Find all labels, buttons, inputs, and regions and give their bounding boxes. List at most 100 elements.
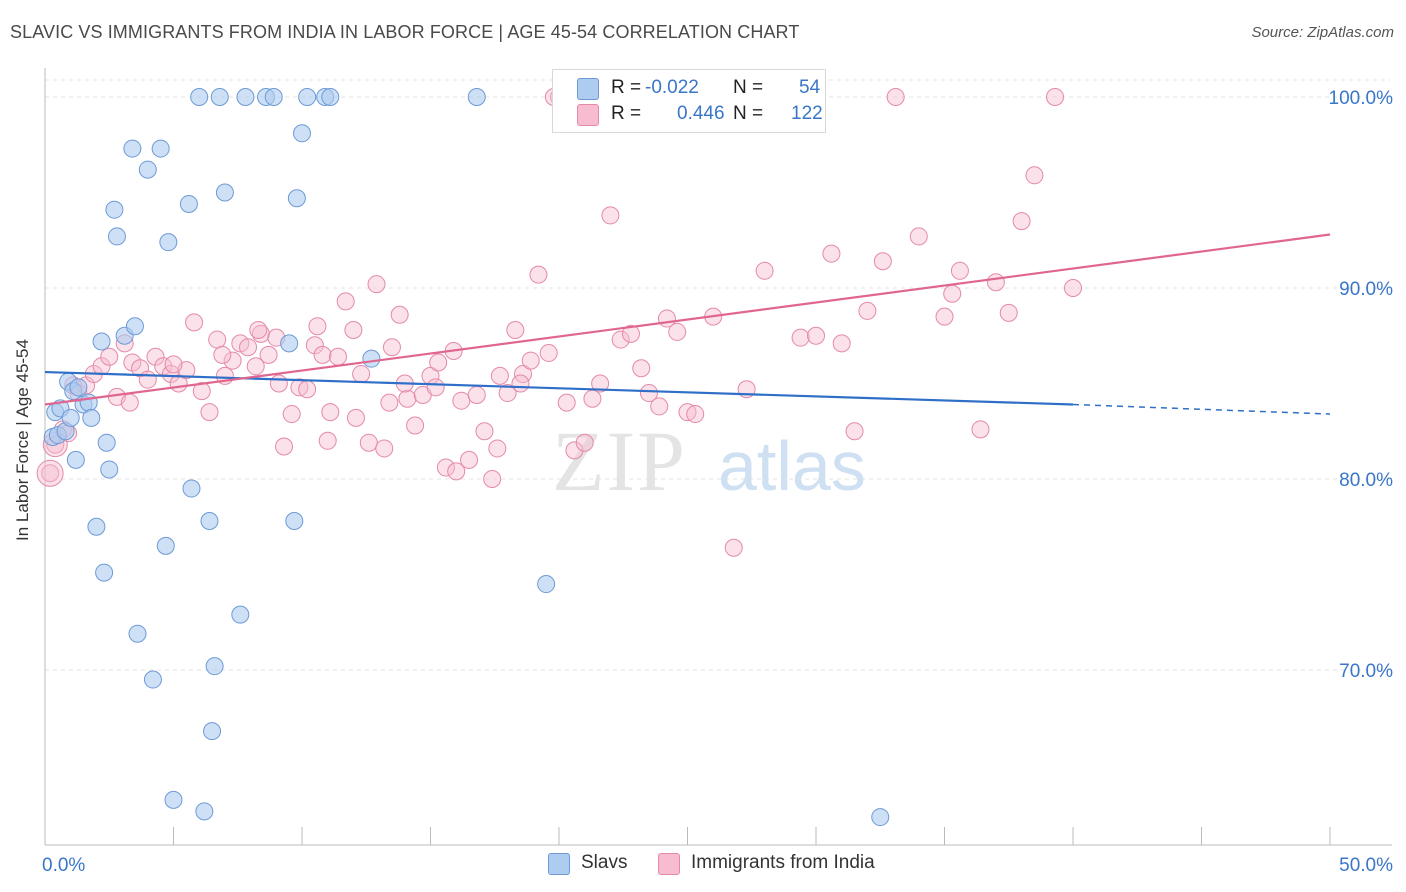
india-point (398, 389, 417, 408)
slavs-point (231, 605, 250, 624)
india-point (452, 391, 471, 410)
watermark-zip: ZIP (552, 413, 687, 509)
slavs-point (210, 88, 229, 106)
slavs-point (95, 563, 114, 582)
india-point (382, 338, 401, 357)
legend-r-value-india: 0.446 (677, 103, 725, 124)
stats-legend: R = -0.022 N = 54 R = 0.446 N = 122 (552, 69, 826, 133)
india-point (275, 437, 294, 456)
india-point (539, 343, 558, 362)
x-tick-label: 0.0% (42, 855, 85, 876)
india-point (621, 324, 640, 343)
india-point (305, 336, 324, 355)
slavs-point (264, 88, 283, 106)
india-point (346, 408, 365, 427)
india-point (678, 403, 697, 422)
india-point (632, 359, 651, 378)
legend-n-label: N = (733, 103, 764, 124)
india-point (986, 273, 1005, 292)
india-point (223, 351, 242, 370)
slavs-point (362, 349, 381, 368)
legend-swatch-slavs (577, 78, 599, 100)
india-point (41, 464, 60, 483)
india-point (380, 393, 399, 412)
india-point (282, 405, 301, 424)
slavs-point (156, 536, 175, 555)
india-point (807, 326, 825, 345)
india-point (436, 458, 455, 477)
grid-lines (45, 79, 1390, 671)
india-point (583, 389, 602, 408)
india-point (447, 462, 466, 481)
india-point (565, 441, 584, 460)
india-point (192, 382, 211, 401)
india-point (971, 420, 990, 439)
india-point (313, 345, 332, 364)
legend-n-label: N = (733, 77, 764, 98)
slavs-point (203, 722, 222, 741)
slavs-point (293, 124, 311, 143)
slavs-point (200, 512, 219, 531)
y-tick-label: 70.0% (1339, 661, 1393, 682)
india-point (611, 330, 630, 349)
slavs-trend-line (44, 370, 1074, 406)
slavs-point (182, 479, 201, 498)
india-point (269, 374, 288, 393)
india-point (146, 347, 165, 366)
india-point (822, 244, 841, 263)
slavs-point (287, 189, 306, 208)
india-point (336, 292, 355, 311)
india-point (426, 378, 445, 397)
source-label: Source: ZipAtlas.com (1251, 24, 1394, 41)
slavs-point (82, 408, 101, 427)
trend-lines (44, 233, 1331, 415)
legend-r-label: R = (611, 77, 642, 98)
india-point (858, 301, 877, 320)
y-tick-label: 80.0% (1339, 470, 1393, 491)
slavs-point (321, 88, 340, 106)
india-point (367, 275, 386, 294)
slavs-point (467, 88, 486, 106)
slavs-point (79, 393, 98, 412)
india-point (511, 374, 530, 393)
india-point (100, 347, 119, 366)
y-axis-label-box: In Labor Force | Age 45-54 (8, 290, 38, 590)
y-axis-label: In Labor Force | Age 45-54 (13, 339, 32, 541)
india-point (246, 357, 265, 376)
tick-labels: 70.0% 80.0% 90.0% 100.0% 0.0% 50.0% (42, 88, 1393, 876)
slavs-point (69, 378, 88, 397)
chart-title: SLAVIC VS IMMIGRANTS FROM INDIA IN LABOR… (10, 22, 800, 42)
india-point (467, 385, 486, 404)
india-point (521, 351, 540, 370)
india-point (557, 393, 576, 412)
india-point (1064, 279, 1082, 297)
india-point (601, 206, 620, 225)
india-point (488, 439, 507, 458)
y-tick-label: 100.0% (1329, 88, 1394, 109)
slavs-point (205, 657, 224, 676)
slavs-point (159, 233, 178, 252)
india-point (650, 397, 669, 416)
slavs-trend-extension (1072, 403, 1331, 415)
slavs-point (100, 460, 119, 479)
india-point (490, 366, 509, 385)
india-point (591, 374, 610, 393)
india-point (886, 88, 905, 106)
legend-swatch-india (577, 104, 599, 126)
india-point (498, 384, 517, 403)
india-point (724, 538, 743, 557)
india-point (873, 252, 892, 271)
india-point (909, 227, 928, 246)
slavs-point (97, 433, 116, 452)
slavs-point (138, 160, 157, 179)
india-point (483, 470, 502, 488)
india-point (328, 347, 347, 366)
india-point (475, 422, 494, 441)
slavs-point (179, 194, 198, 213)
india-point (375, 439, 394, 458)
india-point (639, 384, 658, 403)
india-point (298, 380, 317, 399)
slavs-point (537, 575, 556, 594)
india-point (1046, 88, 1065, 106)
